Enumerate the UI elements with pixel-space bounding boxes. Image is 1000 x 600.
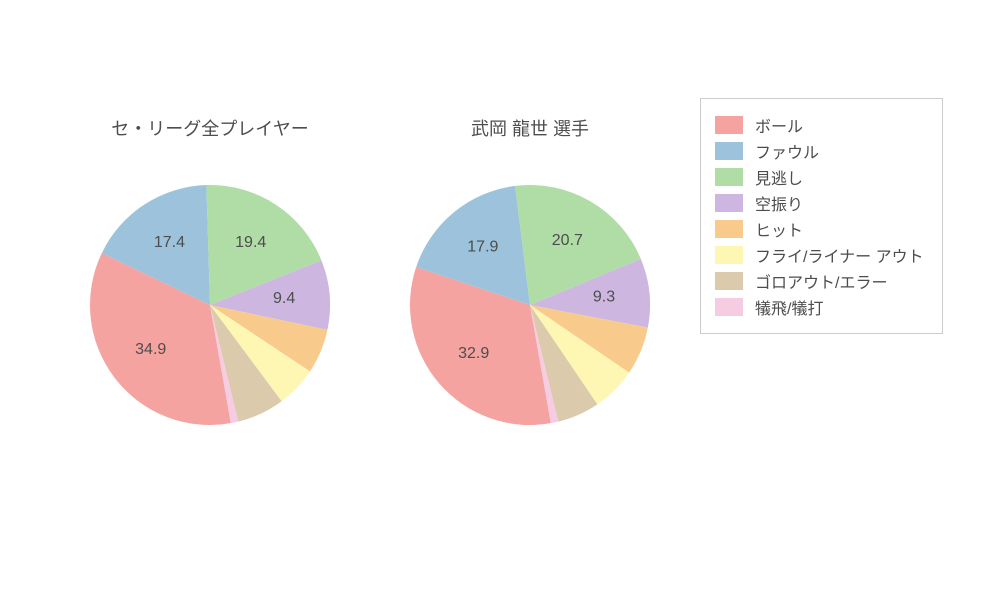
legend-swatch: [715, 298, 743, 316]
legend-label: ゴロアウト/エラー: [755, 269, 887, 293]
legend-item: フライ/ライナー アウト: [715, 243, 924, 267]
pie-slice-label-foul: 17.9: [467, 239, 498, 256]
pie-slice-label-swing: 9.3: [593, 289, 615, 306]
pie-slice-label-swing: 9.4: [273, 290, 295, 307]
legend-swatch: [715, 272, 743, 290]
legend-swatch: [715, 246, 743, 264]
pie-slice-label-ball: 32.9: [458, 345, 489, 362]
legend-swatch: [715, 142, 743, 160]
legend-item: ゴロアウト/エラー: [715, 269, 924, 293]
pie-title-league: セ・リーグ全プレイヤー: [80, 115, 340, 141]
legend-item: 犠飛/犠打: [715, 295, 924, 319]
chart-stage: { "canvas": { "width": 1000, "height": 6…: [0, 0, 1000, 600]
legend-swatch: [715, 220, 743, 238]
pie-title-player: 武岡 龍世 選手: [400, 115, 660, 141]
pie-slice-label-foul: 17.4: [154, 234, 185, 251]
legend: ボールファウル見逃し空振りヒットフライ/ライナー アウトゴロアウト/エラー犠飛/…: [700, 98, 943, 334]
pie-chart-player: 32.9 17.9 20.7 9.3: [410, 185, 650, 425]
legend-label: 空振り: [755, 191, 803, 215]
legend-label: ボール: [755, 113, 803, 137]
legend-label: 犠飛/犠打: [755, 295, 823, 319]
legend-item: 空振り: [715, 191, 924, 215]
legend-item: 見逃し: [715, 165, 924, 189]
legend-swatch: [715, 168, 743, 186]
legend-swatch: [715, 194, 743, 212]
legend-label: 見逃し: [755, 165, 803, 189]
legend-item: ファウル: [715, 139, 924, 163]
legend-label: フライ/ライナー アウト: [755, 243, 924, 267]
legend-item: ボール: [715, 113, 924, 137]
legend-swatch: [715, 116, 743, 134]
pie-slice-label-look: 20.7: [552, 232, 583, 249]
legend-label: ファウル: [755, 139, 819, 163]
pie-chart-league: 34.9 17.4 19.4 9.4: [90, 185, 330, 425]
pie-slice-label-look: 19.4: [235, 234, 266, 251]
pie-slice-label-ball: 34.9: [135, 341, 166, 358]
legend-item: ヒット: [715, 217, 924, 241]
legend-label: ヒット: [755, 217, 803, 241]
